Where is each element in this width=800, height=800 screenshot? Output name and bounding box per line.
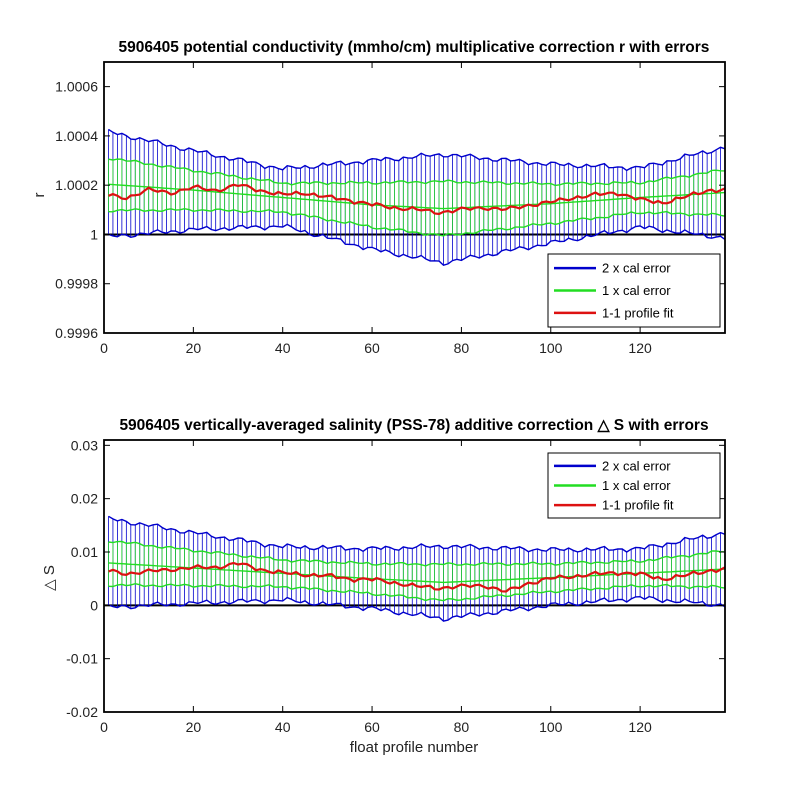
chart-title: 5906405 potential conductivity (mmho/cm)… — [119, 39, 710, 56]
y-tick-label: -0.01 — [66, 651, 98, 667]
y-axis-label: r — [31, 193, 48, 198]
y-tick-label: 0.01 — [71, 544, 98, 560]
y-axis-label: △ S — [41, 565, 58, 591]
legend-label: 2 x cal error — [602, 458, 671, 473]
error-envelope-1x-lower — [108, 582, 726, 602]
y-tick-label: -0.02 — [66, 704, 98, 720]
x-tick-label: 40 — [275, 340, 291, 356]
y-tick-label: 0.02 — [71, 491, 98, 507]
error-envelope-2x-lower — [108, 595, 726, 622]
y-tick-label: 0.9998 — [55, 276, 98, 292]
error-envelope-2x-upper — [108, 128, 726, 172]
error-envelope-1x-upper — [108, 540, 726, 567]
x-tick-label: 20 — [186, 719, 202, 735]
y-tick-label: 1 — [90, 226, 98, 242]
x-tick-label: 40 — [275, 719, 291, 735]
y-tick-label: 0.9996 — [55, 325, 98, 341]
x-tick-label: 120 — [628, 340, 652, 356]
legend-label: 1 x cal error — [602, 283, 671, 298]
x-tick-label: 20 — [186, 340, 202, 356]
legend: 2 x cal error 1 x cal error 1-1 profile fi… — [547, 253, 721, 328]
error-envelope-2x-upper — [108, 515, 726, 553]
plot-frame — [103, 439, 726, 713]
x-axis-label: float profile number — [350, 739, 478, 756]
x-tick-label: 60 — [364, 719, 380, 735]
y-tick-label: 1.0002 — [55, 177, 98, 193]
x-tick-label: 120 — [628, 719, 652, 735]
y-tick-label: 0 — [90, 597, 98, 613]
x-tick-label: 0 — [100, 719, 108, 735]
legend: 2 x cal error 1 x cal error 1-1 profile fi… — [547, 452, 721, 519]
legend-label: 1 x cal error — [602, 478, 671, 493]
y-tick-label: 1.0004 — [55, 128, 98, 144]
x-tick-label: 100 — [539, 719, 563, 735]
x-tick-label: 80 — [454, 719, 470, 735]
x-tick-label: 60 — [364, 340, 380, 356]
error-envelope-2x-lower — [108, 223, 726, 266]
error-envelope-1x-lower — [108, 207, 726, 237]
x-tick-label: 80 — [454, 340, 470, 356]
center-line — [108, 183, 726, 210]
legend-label: 2 x cal error — [602, 261, 671, 276]
panel-conductivity: 5906405 potential conductivity (mmho/cm)… — [31, 39, 726, 356]
y-tick-label: 1.0006 — [55, 79, 98, 95]
legend-label: 1-1 profile fit — [602, 498, 674, 513]
profile-fit-line — [108, 561, 726, 593]
y-tick-label: 0.03 — [71, 437, 98, 453]
error-envelope-1x-upper — [108, 158, 726, 187]
legend-label: 1-1 profile fit — [602, 305, 674, 320]
panel-salinity: 5906405 vertically-averaged salinity (PS… — [41, 417, 726, 756]
x-tick-label: 0 — [100, 340, 108, 356]
plot-frame — [103, 61, 726, 334]
x-tick-label: 100 — [539, 340, 563, 356]
profile-fit-line — [108, 183, 726, 216]
chart-title: 5906405 vertically-averaged salinity (PS… — [119, 417, 708, 434]
